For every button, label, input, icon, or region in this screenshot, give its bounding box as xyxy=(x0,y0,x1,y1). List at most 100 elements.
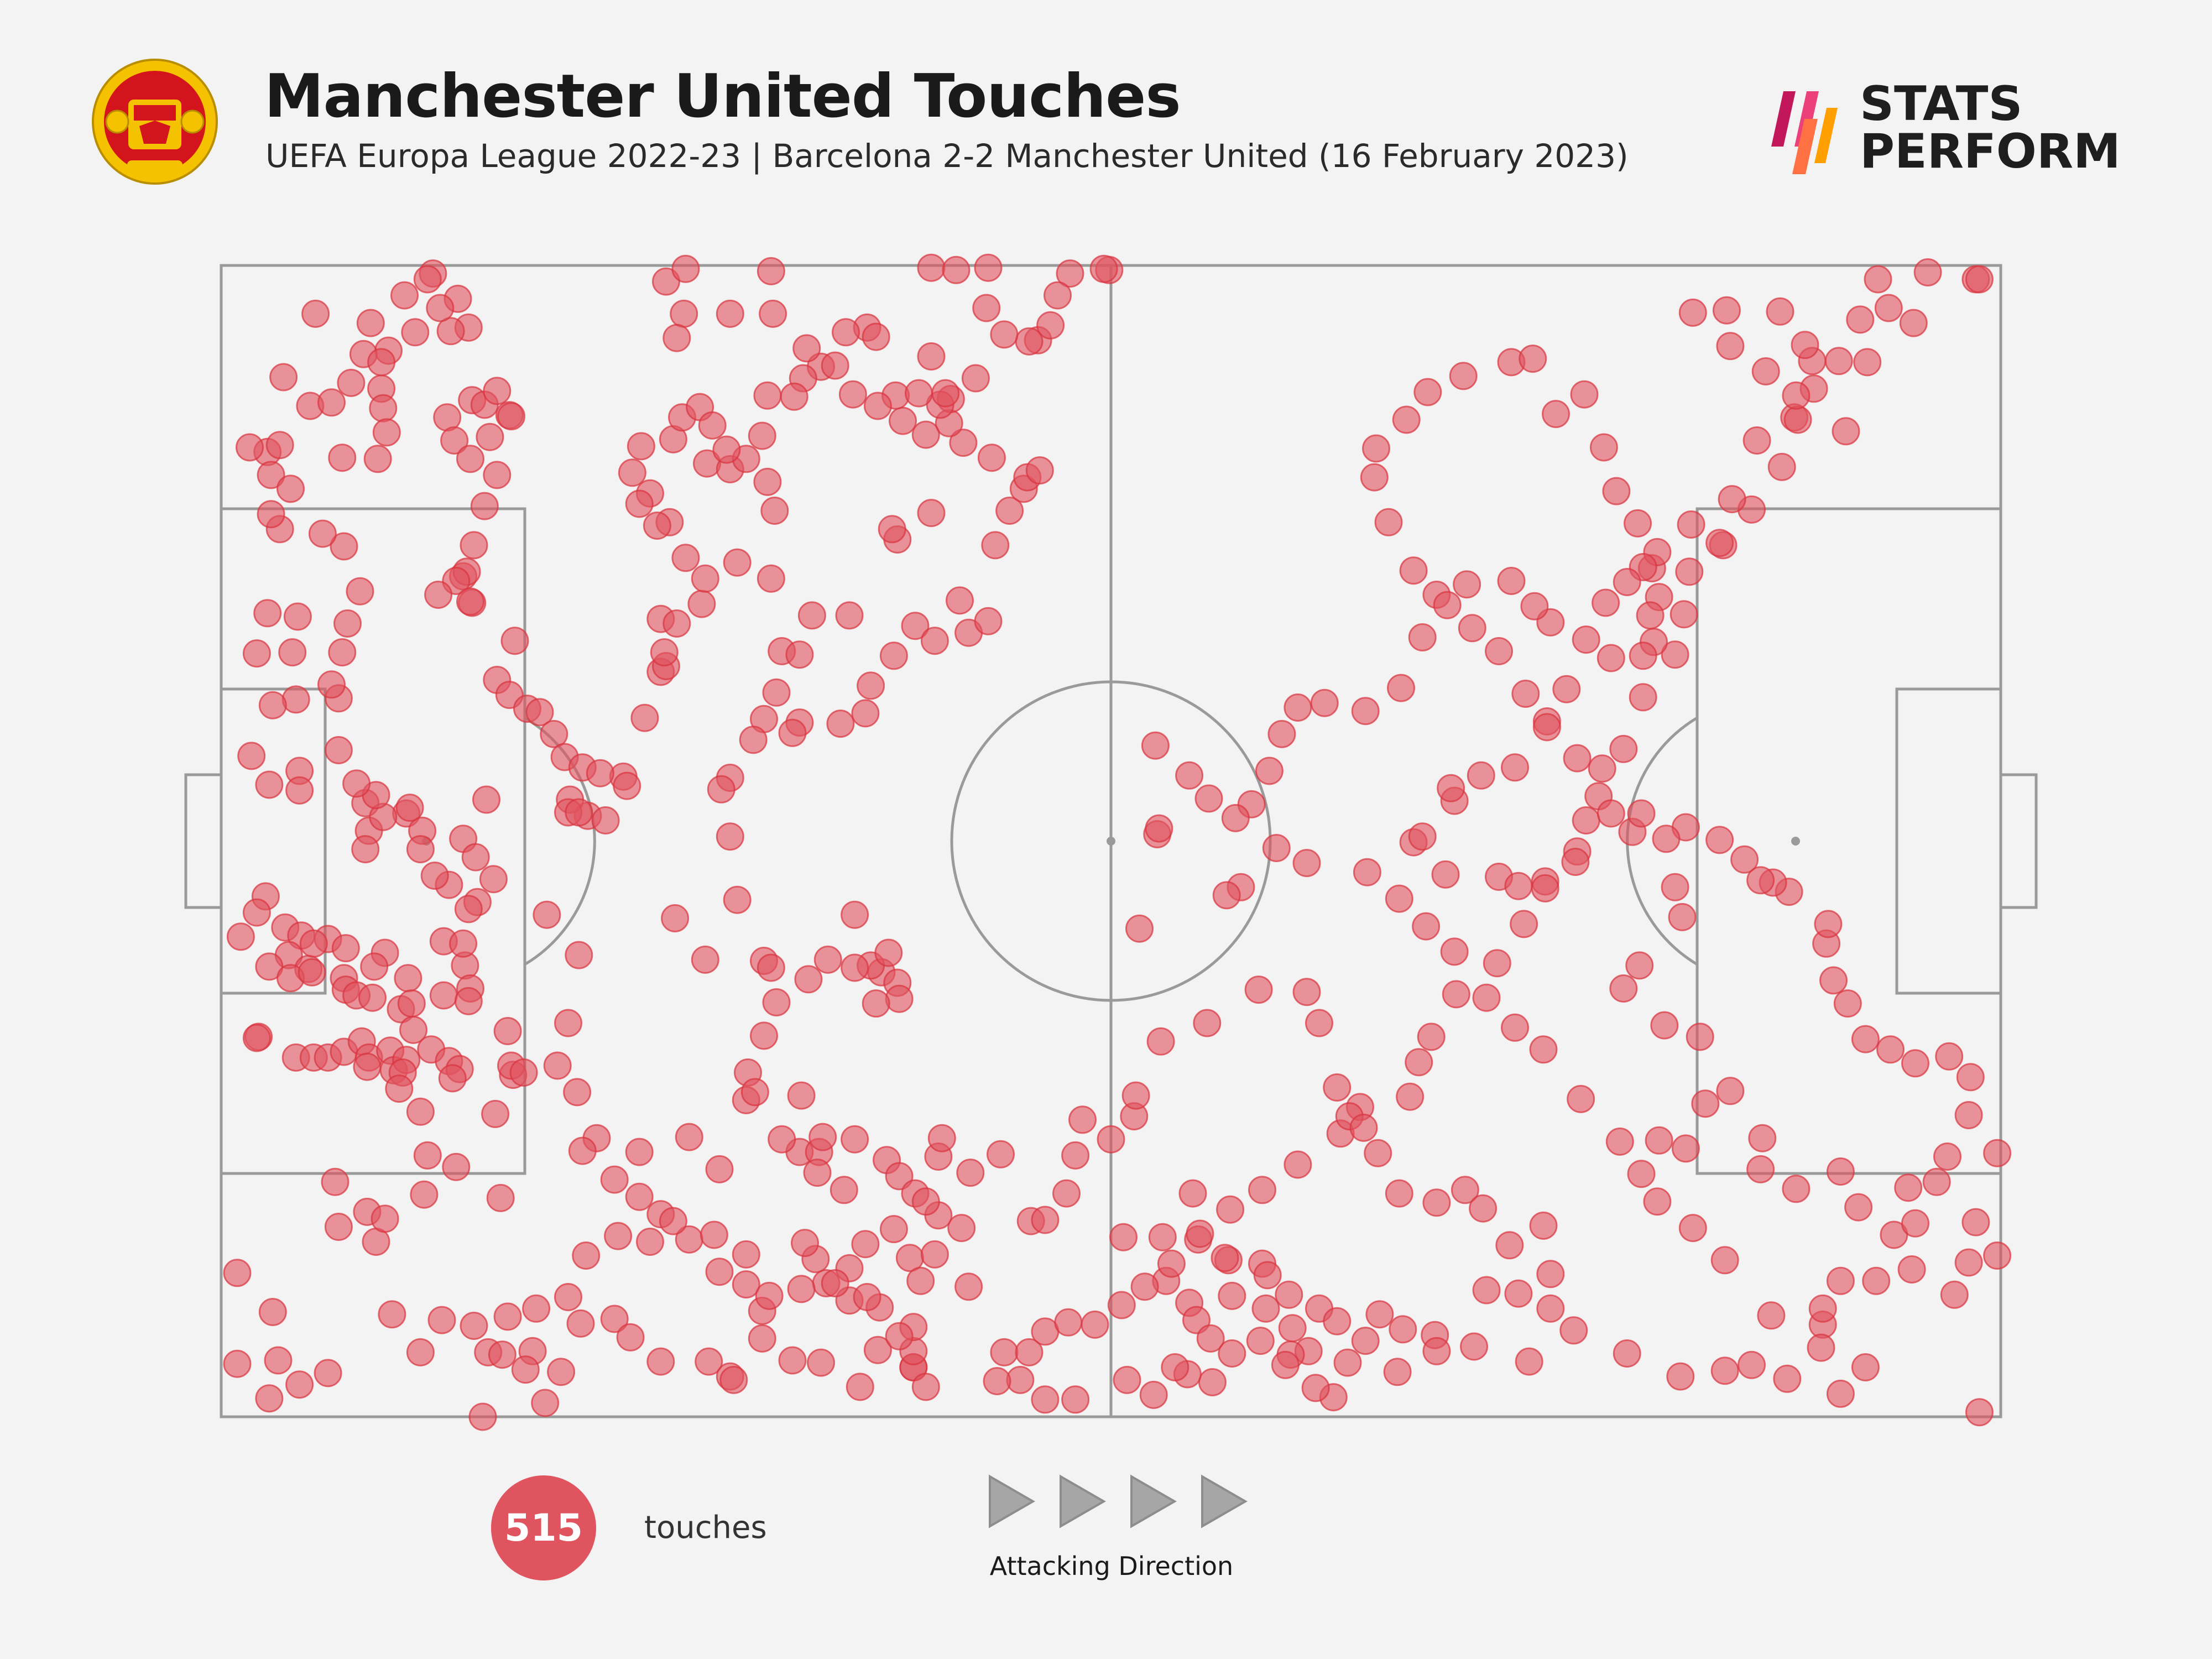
touch-point xyxy=(440,426,469,455)
touch-point xyxy=(687,589,716,618)
touch-point xyxy=(308,519,337,548)
touch-point xyxy=(1940,1280,1969,1309)
stats-perform-logo-icon: STATS PERFORM xyxy=(1767,80,2132,185)
touch-point xyxy=(885,984,914,1013)
touch-point xyxy=(531,1389,560,1417)
touch-point xyxy=(1670,600,1698,629)
touch-point xyxy=(1025,456,1054,485)
touch-point xyxy=(762,988,791,1016)
touch-point xyxy=(356,309,385,337)
touch-point xyxy=(1497,567,1526,595)
touch-point xyxy=(410,1180,439,1209)
touch-point xyxy=(1186,1219,1214,1248)
touch-point xyxy=(739,726,768,754)
touch-point xyxy=(1783,405,1812,434)
attacking-direction-label: Attacking Direction xyxy=(989,1551,1234,1581)
touch-point xyxy=(1061,1141,1090,1170)
touch-point xyxy=(299,929,328,958)
right-six-yard-box xyxy=(1895,687,2002,995)
touch-point xyxy=(613,771,641,800)
chart-subtitle: UEFA Europa League 2022-23 | Barcelona 2… xyxy=(265,137,1629,175)
touch-point xyxy=(285,776,314,805)
touch-point xyxy=(1716,332,1745,361)
touch-point xyxy=(1146,1027,1175,1056)
touch-point xyxy=(460,531,488,560)
touch-point xyxy=(1031,1206,1060,1234)
touch-point xyxy=(223,1259,252,1287)
touch-point xyxy=(1613,1339,1641,1368)
touch-point xyxy=(563,1078,592,1107)
touch-point xyxy=(1267,719,1296,748)
touch-point xyxy=(572,1241,601,1270)
touch-point xyxy=(1244,975,1273,1004)
touch-point xyxy=(1901,1209,1929,1238)
touch-point xyxy=(1561,848,1590,876)
touch-point xyxy=(987,1140,1015,1168)
touch-point xyxy=(1814,910,1843,938)
touch-point xyxy=(616,1323,645,1352)
touch-point xyxy=(885,1162,914,1191)
stats-perform-bars-icon xyxy=(1771,91,1838,174)
touch-point xyxy=(1485,637,1513,665)
touch-point xyxy=(1899,309,1928,337)
touch-point xyxy=(1431,860,1460,889)
touch-point xyxy=(406,1338,435,1366)
touch-point xyxy=(625,1138,654,1166)
touch-point xyxy=(378,1300,406,1329)
touch-point xyxy=(803,1159,832,1187)
touch-point xyxy=(1536,1260,1565,1288)
touch-point xyxy=(1519,345,1547,373)
touch-point xyxy=(857,671,885,700)
touch-point xyxy=(1278,1314,1307,1343)
touch-point xyxy=(1650,1011,1679,1040)
touch-point xyxy=(547,1358,576,1386)
touch-point xyxy=(1844,1193,1873,1222)
left-goal xyxy=(184,773,223,909)
touch-point xyxy=(707,775,735,804)
touch-point xyxy=(1572,625,1600,654)
touch-point xyxy=(591,806,620,834)
touch-point xyxy=(483,461,512,489)
touch-point xyxy=(905,379,933,408)
touch-point xyxy=(269,363,298,392)
touch-point xyxy=(1705,529,1734,557)
touch-point xyxy=(1808,1294,1837,1323)
touch-point xyxy=(691,564,719,593)
touch-point xyxy=(367,348,396,377)
touch-point xyxy=(1141,731,1170,760)
touch-point xyxy=(1748,1124,1777,1152)
chart-title: Manchester United Touches xyxy=(264,62,1181,131)
touch-point xyxy=(1851,1353,1880,1381)
touch-point xyxy=(762,678,791,707)
touch-point xyxy=(314,1359,342,1387)
touch-point xyxy=(427,1306,456,1334)
touch-point xyxy=(1766,297,1794,326)
touch-point xyxy=(841,900,869,929)
touch-point xyxy=(285,1370,314,1399)
touch-point xyxy=(543,1051,572,1080)
touch-point xyxy=(242,898,271,927)
touch-point xyxy=(1954,1101,1983,1129)
touch-point xyxy=(1536,1294,1565,1323)
touch-point xyxy=(257,461,285,489)
touch-point xyxy=(566,1309,595,1338)
touch-point xyxy=(1935,1042,1964,1071)
right-penalty-box xyxy=(1695,507,2002,1175)
touch-point xyxy=(1675,557,1704,586)
touch-point xyxy=(618,458,646,487)
touch-point xyxy=(700,1220,728,1249)
touch-point xyxy=(600,1165,629,1194)
touch-point xyxy=(712,435,741,464)
touch-point xyxy=(1592,588,1620,617)
touch-point xyxy=(522,1294,551,1323)
touch-point xyxy=(863,392,892,420)
touch-point xyxy=(1449,362,1478,390)
touch-point xyxy=(889,406,917,435)
touch-point xyxy=(1738,1350,1766,1379)
touch-point xyxy=(1061,1385,1090,1414)
touch-point xyxy=(1678,298,1707,327)
touch-point xyxy=(1121,1081,1150,1110)
touch-point xyxy=(281,685,310,714)
touch-point xyxy=(586,759,614,787)
touch-point xyxy=(807,1348,835,1377)
